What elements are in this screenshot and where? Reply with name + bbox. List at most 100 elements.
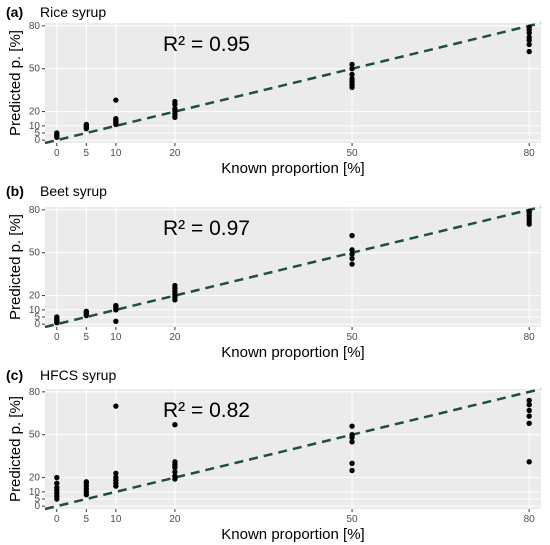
x-tick-label: 0 (54, 148, 60, 159)
data-point (349, 251, 355, 257)
panel-label-a: (a) (6, 4, 23, 20)
x-tick-label: 50 (346, 332, 358, 343)
y-tick-label: 20 (29, 473, 41, 484)
data-point (349, 61, 355, 68)
y-tick-label: 50 (29, 430, 41, 441)
y-tick-label: 0 (34, 135, 40, 146)
x-tick-label: 10 (110, 148, 122, 159)
y-tick-label: 50 (29, 248, 41, 259)
y-tick-label: 5 (34, 494, 40, 505)
data-point (349, 76, 355, 82)
data-points-b (54, 208, 532, 326)
data-point (349, 255, 355, 262)
y-tick-label: 10 (29, 487, 41, 498)
x-axis-title-b: Known proportion [%] (221, 344, 364, 361)
data-point (526, 34, 532, 40)
data-point (172, 473, 178, 479)
y-tick-label: 20 (29, 107, 41, 118)
data-point (172, 98, 178, 105)
data-point (526, 459, 532, 465)
data-point (172, 459, 178, 465)
y-tick-label: 5 (34, 128, 40, 139)
data-point (113, 318, 119, 324)
data-point (349, 261, 355, 267)
data-point (172, 282, 178, 289)
data-points-c (54, 397, 532, 502)
data-point (113, 403, 119, 409)
data-point (349, 232, 355, 239)
gridlines-b (45, 207, 541, 327)
data-point (349, 439, 355, 445)
data-point (526, 397, 532, 404)
data-point (526, 407, 532, 414)
data-point (349, 432, 355, 438)
x-tick-label: 80 (524, 148, 536, 159)
y-tick-label: 10 (29, 305, 41, 316)
data-point (526, 402, 532, 408)
r-squared-annotation-b: R² = 0.97 (163, 217, 250, 240)
x-tick-label: 0 (54, 332, 60, 343)
data-point (349, 66, 355, 72)
data-point (83, 479, 90, 485)
data-point (54, 130, 60, 136)
y-axis-title-a: Predicted p. [%] (7, 30, 24, 136)
fit-line-c (44, 387, 542, 511)
data-point (113, 302, 119, 309)
data-point (349, 467, 355, 474)
data-point (349, 71, 355, 78)
data-point (83, 121, 90, 128)
gridlines-a (45, 23, 541, 143)
data-point (526, 208, 532, 214)
r-squared-annotation-a: R² = 0.95 (163, 33, 250, 56)
data-point (526, 24, 532, 30)
x-tick-label: 20 (169, 148, 181, 159)
data-point (54, 314, 60, 320)
x-tick-label: 5 (84, 148, 90, 159)
panel-title-b: Beet syrup (40, 183, 107, 199)
fit-line-a (44, 21, 542, 145)
data-point (526, 48, 532, 55)
y-tick-label: 0 (34, 319, 40, 330)
data-point (172, 106, 178, 112)
x-tick-label: 20 (169, 514, 181, 525)
x-tick-label: 20 (169, 332, 181, 343)
x-tick-label: 80 (524, 332, 536, 343)
y-tick-label: 80 (29, 21, 41, 32)
data-point (526, 413, 532, 419)
data-point (113, 97, 119, 103)
x-tick-label: 0 (54, 514, 60, 525)
x-tick-label: 80 (524, 514, 536, 525)
panel-title-c: HFCS syrup (40, 367, 116, 383)
panel-label-b: (b) (6, 183, 24, 199)
x-tick-label: 10 (110, 332, 122, 343)
data-point (349, 247, 355, 253)
y-tick-label: 50 (29, 64, 41, 75)
data-point (113, 116, 119, 122)
data-points-a (54, 24, 532, 140)
x-axis-title-c: Known proportion [%] (221, 526, 364, 543)
x-axis-title-a: Known proportion [%] (221, 160, 364, 177)
panel-label-c: (c) (6, 367, 23, 383)
data-point (54, 484, 60, 491)
data-point (113, 474, 119, 481)
data-point (113, 470, 119, 476)
data-point (54, 474, 60, 481)
x-tick-label: 50 (346, 514, 358, 525)
y-tick-label: 20 (29, 291, 41, 302)
x-tick-label: 50 (346, 148, 358, 159)
data-point (526, 41, 532, 48)
y-axis-title-b: Predicted p. [%] (7, 214, 24, 320)
data-point (526, 420, 532, 426)
data-point (83, 308, 90, 314)
x-tick-label: 10 (110, 514, 122, 525)
y-axis-title-c: Predicted p. [%] (7, 396, 24, 502)
data-point (172, 469, 178, 475)
data-point (172, 422, 178, 428)
x-tick-label: 5 (84, 514, 90, 525)
y-tick-label: 0 (34, 501, 40, 512)
